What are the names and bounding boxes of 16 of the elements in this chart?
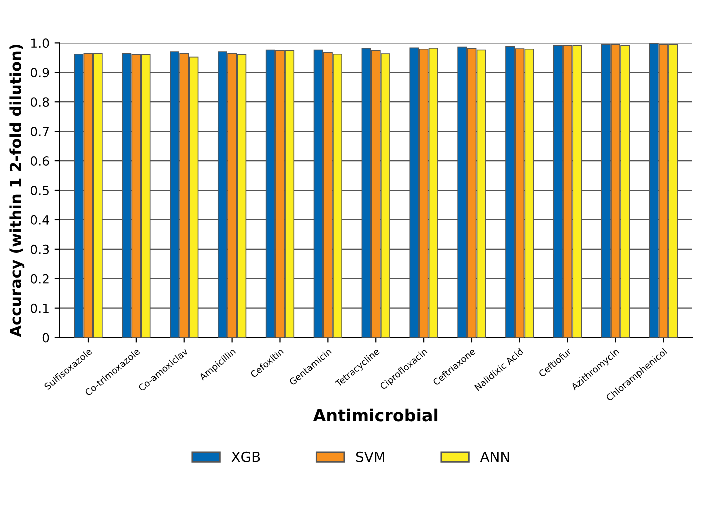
y-tick-label: 0.5 (30, 186, 49, 196)
y-axis-title: Accuracy (within 1 2-fold dilution) (10, 44, 25, 338)
y-tick-label: 0 (42, 333, 50, 343)
y-tick-label: 0.4 (30, 215, 50, 225)
y-tick-label: 0.7 (30, 127, 49, 136)
y-tick-label: 1.0 (32, 38, 50, 48)
legend-label: XGB (232, 452, 260, 462)
y-tick-label: 0.3 (30, 244, 50, 254)
y-tick-label: 0.8 (30, 98, 50, 108)
legend-label: ANN (480, 452, 510, 462)
y-tick-label: 0.1 (30, 304, 49, 314)
y-tick-label: 0.2 (30, 274, 49, 284)
y-tick-label: 0.6 (30, 156, 50, 166)
y-tick-label: 0.9 (30, 68, 50, 78)
legend-label: SVM (356, 452, 384, 462)
x-axis-title: Antimicrobial (313, 408, 438, 422)
